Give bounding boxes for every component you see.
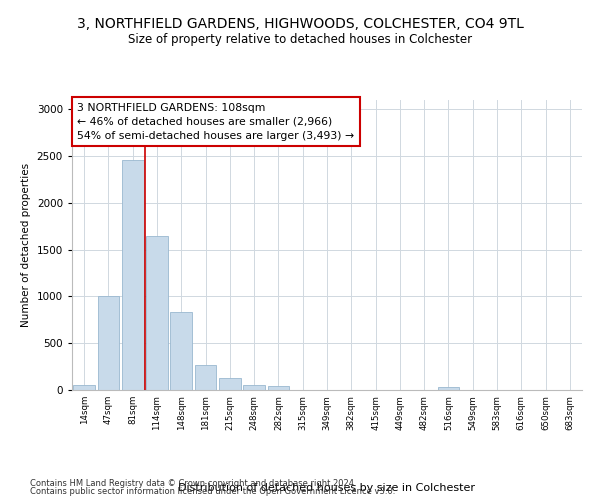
Y-axis label: Number of detached properties: Number of detached properties [21,163,31,327]
Text: 3, NORTHFIELD GARDENS, HIGHWOODS, COLCHESTER, CO4 9TL: 3, NORTHFIELD GARDENS, HIGHWOODS, COLCHE… [77,18,523,32]
Text: Size of property relative to detached houses in Colchester: Size of property relative to detached ho… [128,32,472,46]
Text: Contains HM Land Registry data © Crown copyright and database right 2024.: Contains HM Land Registry data © Crown c… [30,478,356,488]
Bar [219,378,241,390]
Text: Contains public sector information licensed under the Open Government Licence v3: Contains public sector information licen… [30,487,395,496]
Bar [97,296,119,390]
Bar [146,236,168,390]
Bar [268,386,289,390]
Bar [437,386,460,390]
Bar [243,385,265,390]
X-axis label: Distribution of detached houses by size in Colchester: Distribution of detached houses by size … [179,482,476,492]
Bar [73,384,95,390]
Bar [122,160,143,390]
Bar [170,312,192,390]
Bar [194,364,217,390]
Text: 3 NORTHFIELD GARDENS: 108sqm
← 46% of detached houses are smaller (2,966)
54% of: 3 NORTHFIELD GARDENS: 108sqm ← 46% of de… [77,103,354,141]
